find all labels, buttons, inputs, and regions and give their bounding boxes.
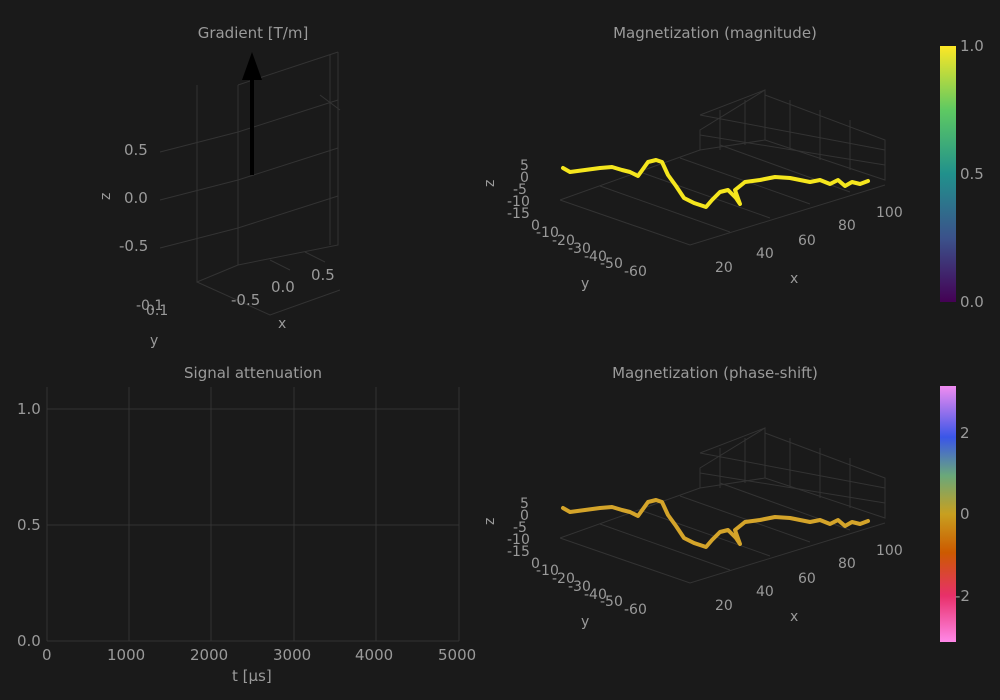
phase-z-tick-3: -10 [507,532,530,548]
gradient-y-label: y [150,333,158,349]
gradient-arrow [242,52,262,175]
signal-x-tick-0: 0 [42,646,52,664]
phase-colorbar[interactable] [940,386,956,642]
phase-x-tick-2: 60 [798,571,816,587]
mag-y-tick-3: -30 [568,241,591,257]
phase-y-tick-4: -40 [584,587,607,603]
phase-x-tick-1: 40 [756,584,774,600]
magnitude-title: Magnetization (magnitude) [613,24,817,42]
phase-y-label: y [581,614,589,630]
phase-z-label: z [482,518,498,525]
magnitude-colorbar[interactable] [940,46,956,302]
gradient-z-tick-1: 0.0 [124,189,148,207]
gradient-z-label: z [98,193,114,200]
mag-x-tick-0: 20 [715,260,733,276]
mag-x-label: x [790,271,798,287]
gradient-z-tick-2: -0.5 [119,237,148,255]
mag-y-tick-5: -50 [600,256,623,272]
phase-cbar-tick-2: -2 [955,587,970,605]
mag-z-label: z [482,180,498,187]
gradient-x-tick-2: 0.5 [311,266,335,284]
magnitude-3d-grid[interactable] [559,89,886,246]
mag-x-tick-2: 60 [798,233,816,249]
gradient-x-tick-1: 0.0 [271,278,295,296]
phase-z-tick-0: 5 [520,496,529,512]
mag-cbar-tick-1: 0.5 [960,165,984,183]
phase-3d-grid[interactable] [559,427,886,584]
phase-trajectory [561,498,870,549]
phase-x-tick-4: 100 [876,543,903,559]
signal-x-tick-5: 5000 [438,646,476,664]
phase-y-tick-2: -20 [552,571,575,587]
mag-y-tick-0: 0 [531,218,540,234]
signal-y-tick-2: 0.0 [17,632,41,650]
phase-cbar-tick-0: 2 [960,424,970,442]
mag-y-tick-2: -20 [552,233,575,249]
gradient-y-tick-1: 0.1 [146,303,168,319]
mag-z-tick-0: 5 [520,158,529,174]
signal-y-tick-1: 0.5 [17,516,41,534]
phase-title: Magnetization (phase-shift) [612,364,818,382]
phase-cbar-tick-1: 0 [960,505,970,523]
signal-x-tick-2: 2000 [190,646,228,664]
mag-x-tick-1: 40 [756,246,774,262]
signal-x-tick-1: 1000 [107,646,145,664]
mag-z-tick-1: 0 [520,170,529,186]
gradient-title: Gradient [T/m] [197,24,309,42]
mag-y-tick-4: -40 [584,249,607,265]
signal-x-tick-4: 4000 [355,646,393,664]
gradient-x-tick-0: -0.5 [231,291,260,309]
mag-x-tick-4: 100 [876,205,903,221]
mag-cbar-tick-2: 0.0 [960,293,984,311]
phase-y-tick-3: -30 [568,579,591,595]
phase-z-tick-4: -15 [507,544,530,560]
mag-z-tick-3: -10 [507,194,530,210]
phase-y-tick-1: -10 [536,563,559,579]
magnitude-trajectory [561,158,870,209]
mag-y-tick-1: -10 [536,225,559,241]
gradient-y-tick-0: -0.1 [136,298,163,314]
phase-y-tick-5: -50 [600,594,623,610]
signal-title: Signal attenuation [184,364,322,382]
phase-y-tick-6: -60 [624,602,647,618]
signal-y-tick-0: 1.0 [17,400,41,418]
signal-plot-area[interactable] [46,387,460,642]
signal-x-label: t [µs] [232,667,272,685]
phase-z-tick-2: -5 [513,520,527,536]
signal-x-tick-3: 3000 [273,646,311,664]
phase-x-tick-0: 20 [715,598,733,614]
mag-x-tick-3: 80 [838,218,856,234]
phase-y-tick-0: 0 [531,556,540,572]
phase-x-tick-3: 80 [838,556,856,572]
mag-y-tick-6: -60 [624,264,647,280]
mag-z-tick-4: -15 [507,206,530,222]
gradient-x-label: x [278,316,286,332]
phase-z-tick-1: 0 [520,508,529,524]
mag-z-tick-2: -5 [513,182,527,198]
gradient-z-tick-0: 0.5 [124,141,148,159]
mag-cbar-tick-0: 1.0 [960,37,984,55]
phase-x-label: x [790,609,798,625]
mag-y-label: y [581,276,589,292]
